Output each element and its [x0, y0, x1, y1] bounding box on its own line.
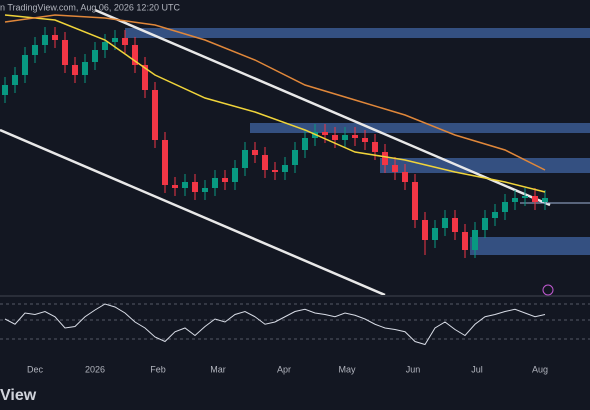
candle-body [242, 150, 248, 168]
candle-body [82, 62, 88, 75]
candle-body [492, 212, 498, 218]
candle-body [542, 198, 548, 202]
candle-body [292, 150, 298, 165]
candle-body [192, 182, 198, 192]
candle-body [322, 132, 328, 135]
x-tick-label: 2026 [85, 364, 105, 374]
moving-average [4, 14, 546, 193]
candle-body [182, 182, 188, 188]
x-tick-label: Apr [277, 364, 291, 374]
candle-body [402, 172, 408, 182]
candle-body [282, 165, 288, 172]
rsi-line [4, 303, 546, 346]
candle-body [472, 230, 478, 250]
candle-body [102, 42, 108, 50]
candle-body [42, 35, 48, 45]
candle-body [432, 228, 438, 240]
candle-body [502, 202, 508, 212]
zone [380, 158, 590, 173]
candle-body [462, 232, 468, 250]
candle-body [232, 168, 238, 182]
candle-body [142, 65, 148, 90]
x-tick-label: Jun [406, 364, 421, 374]
candle-body [372, 142, 378, 152]
header: n TradingView.com, Aug 06, 2026 12:20 UT… [0, 2, 180, 12]
x-tick-label: Aug [532, 364, 548, 374]
candle-body [172, 185, 178, 188]
x-tick-label: Mar [210, 364, 226, 374]
channel-line [0, 128, 386, 297]
candle-body [12, 75, 18, 85]
logo: View [0, 387, 37, 404]
candle-body [52, 35, 58, 40]
zone [125, 28, 590, 38]
candle-body [272, 170, 278, 172]
candle-body [452, 218, 458, 232]
candle-body [532, 196, 538, 202]
candle-body [522, 196, 528, 198]
candle-body [122, 38, 128, 45]
candle-body [132, 45, 138, 65]
candle-body [2, 85, 8, 95]
candle-body [332, 135, 338, 140]
zone [250, 123, 590, 133]
candle-body [352, 135, 358, 138]
alert-icon[interactable] [542, 284, 554, 296]
candle-body [262, 155, 268, 170]
candle-body [482, 218, 488, 230]
candle-body [422, 220, 428, 240]
candle-body [92, 50, 98, 62]
candle-body [212, 178, 218, 188]
x-tick-label: Dec [27, 364, 44, 374]
candle-body [412, 182, 418, 220]
candle-body [362, 138, 368, 142]
zone [470, 237, 590, 255]
candle-body [112, 38, 118, 42]
candle-body [512, 198, 518, 202]
moving-average [4, 14, 546, 171]
candle-body [202, 188, 208, 192]
candle-body [382, 152, 388, 165]
x-tick-label: Jul [471, 364, 483, 374]
candle-body [342, 135, 348, 140]
candle-body [32, 45, 38, 55]
candle-body [162, 140, 168, 185]
candle-body [222, 178, 228, 182]
candle-body [302, 138, 308, 150]
candle-body [62, 40, 68, 65]
candle-body [72, 65, 78, 75]
channel-line [94, 8, 551, 207]
x-tick-label: May [338, 364, 356, 374]
candle-body [22, 55, 28, 75]
candle-body [442, 218, 448, 228]
x-tick-label: Feb [150, 364, 166, 374]
candle-body [252, 150, 258, 155]
candle-body [152, 90, 158, 140]
candle-body [392, 165, 398, 172]
